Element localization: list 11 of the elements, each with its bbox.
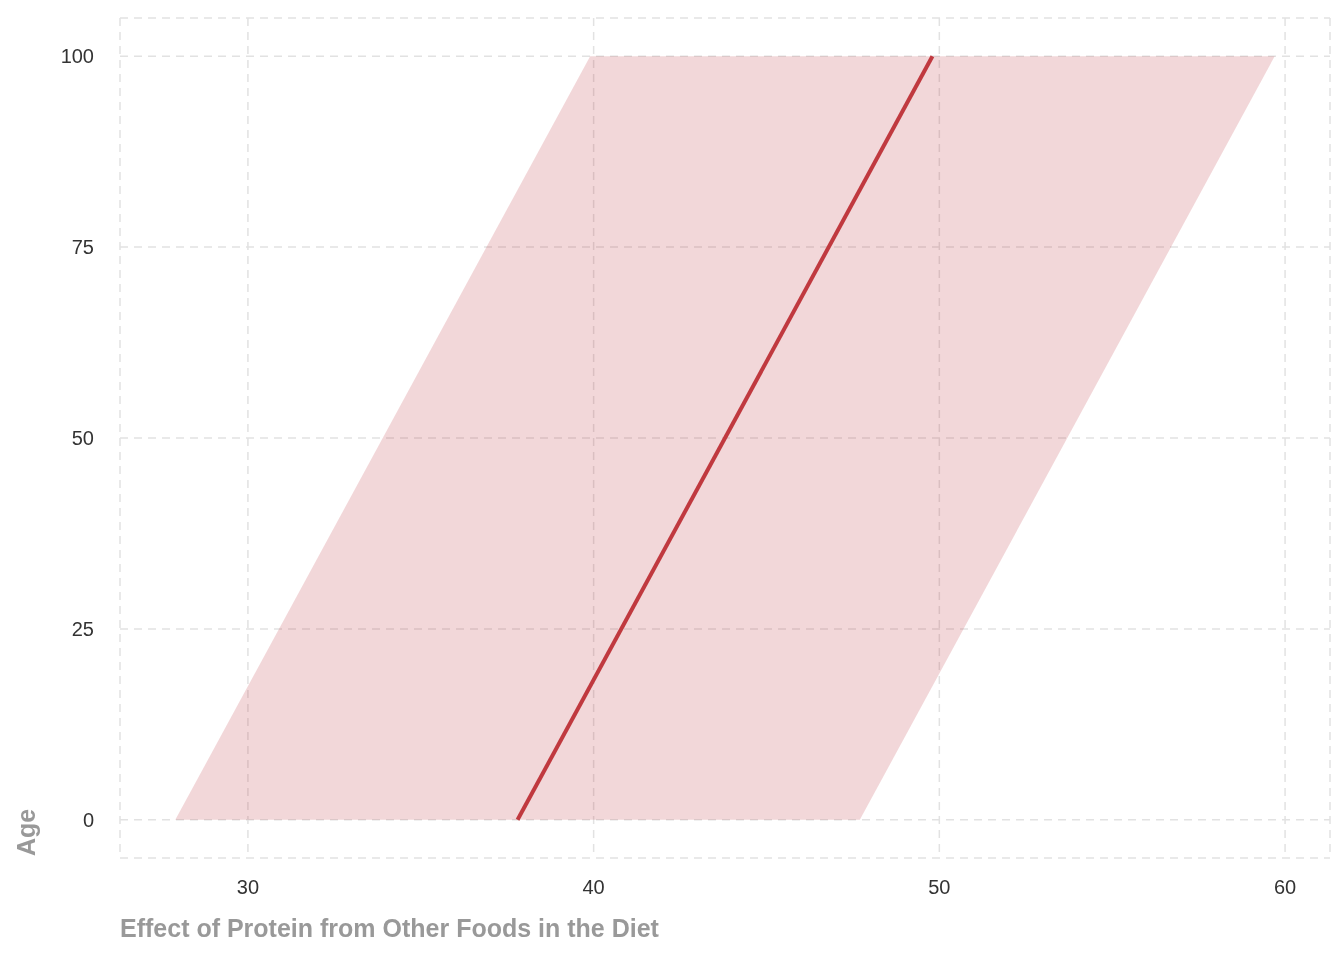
x-tick-label: 60 — [1273, 876, 1297, 899]
y-tick-label: 50 — [71, 427, 94, 450]
x-axis-title: Effect of Protein from Other Foods in the Diet — [120, 914, 659, 943]
y-tick-label: 0 — [82, 808, 94, 831]
y-tick-label: 75 — [71, 236, 94, 259]
x-tick-label: 30 — [236, 876, 260, 899]
y-axis-title: Age — [12, 808, 41, 856]
x-tick-label: 50 — [928, 876, 951, 899]
y-tick-label: 25 — [71, 618, 94, 641]
y-tick-label: 100 — [60, 45, 94, 68]
x-tick-label: 40 — [582, 876, 605, 899]
